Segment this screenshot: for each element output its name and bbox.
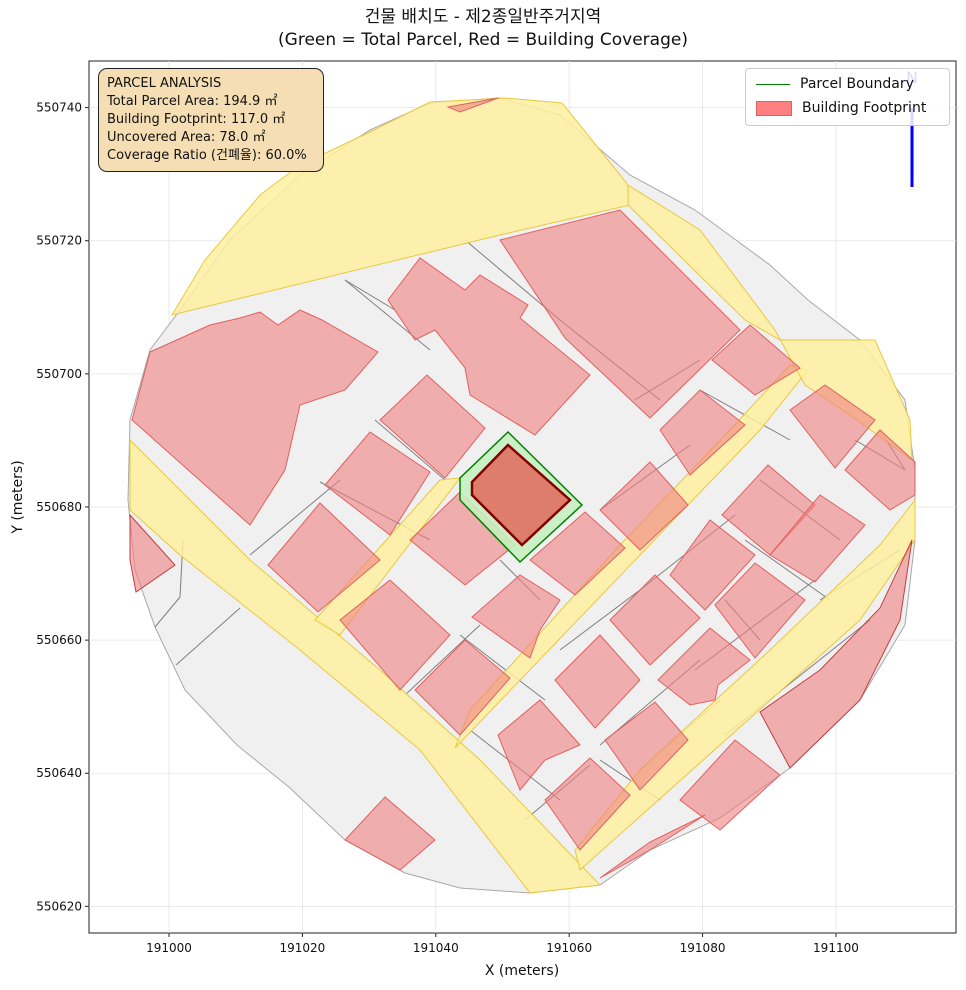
- x-tick-label: 191080: [680, 941, 726, 955]
- y-tick-label: 550680: [36, 500, 82, 514]
- building: [659, 389, 746, 476]
- legend: Parcel Boundary Building Footprint: [745, 68, 950, 126]
- legend-patch-icon: [756, 100, 792, 116]
- legend-item-building: Building Footprint: [756, 100, 926, 116]
- building: [657, 627, 751, 706]
- legend-label-parcel: Parcel Boundary: [800, 76, 914, 92]
- info-footprint: Building Footprint: 117.0 ㎡: [107, 112, 286, 127]
- building: [129, 513, 176, 593]
- x-tick-label: 191060: [546, 941, 592, 955]
- roads: [129, 97, 916, 894]
- building: [844, 429, 916, 511]
- building: [529, 511, 626, 596]
- target-building-footprint: [470, 443, 572, 547]
- y-tick-label: 550740: [36, 101, 82, 115]
- building: [714, 562, 806, 659]
- x-tick-label: 191000: [146, 941, 192, 955]
- building: [609, 574, 701, 666]
- info-total-area: Total Parcel Area: 194.9 ㎡: [107, 94, 278, 109]
- building: [599, 814, 706, 879]
- building: [769, 494, 866, 583]
- legend-label-building: Building Footprint: [802, 100, 927, 116]
- building: [711, 324, 801, 396]
- building: [131, 309, 379, 526]
- info-ratio: Coverage Ratio (건폐율): 60.0%: [107, 148, 307, 163]
- building: [599, 461, 689, 551]
- info-uncovered: Uncovered Area: 78.0 ㎡: [107, 130, 266, 145]
- title-line-1: 건물 배치도 - 제2종일반주거지역: [364, 7, 602, 27]
- building: [669, 519, 756, 611]
- axis-ticks: 191000 191020 191040 191060 191080 191100 5506…: [36, 101, 859, 955]
- building: [544, 757, 631, 851]
- map-layer: [127, 97, 916, 894]
- legend-line-icon: [756, 83, 790, 85]
- building: [414, 639, 511, 736]
- building: [379, 374, 486, 479]
- parcel-analysis-box: PARCEL ANALYSIS Total Parcel Area: 194.9…: [98, 68, 324, 172]
- legend-item-parcel: Parcel Boundary: [756, 76, 914, 92]
- title-line-2: (Green = Total Parcel, Red = Building Co…: [278, 30, 688, 50]
- road-northeast: [627, 184, 913, 462]
- building: [446, 97, 499, 113]
- building: [339, 579, 451, 691]
- y-tick-label: 550720: [36, 234, 82, 248]
- x-axis-label: X (meters): [485, 963, 559, 979]
- building: [497, 699, 581, 791]
- y-tick-label: 550660: [36, 633, 82, 647]
- building: [324, 431, 431, 536]
- y-tick-label: 550700: [36, 367, 82, 381]
- building: [679, 739, 781, 831]
- info-heading: PARCEL ANALYSIS: [107, 76, 222, 91]
- building: [387, 257, 591, 436]
- building: [344, 796, 436, 871]
- building: [499, 209, 741, 419]
- building: [789, 384, 876, 469]
- building: [267, 502, 381, 613]
- x-tick-label: 191040: [413, 941, 459, 955]
- y-tick-label: 550640: [36, 766, 82, 780]
- building: [471, 574, 561, 659]
- x-tick-label: 191100: [813, 941, 859, 955]
- building: [554, 634, 641, 729]
- building: [604, 701, 689, 791]
- page-title: 건물 배치도 - 제2종일반주거지역 (Green = Total Parcel…: [0, 6, 966, 52]
- buildings: [129, 97, 916, 879]
- y-tick-label: 550620: [36, 899, 82, 913]
- building: [759, 539, 913, 769]
- y-axis-label: Y (meters): [10, 460, 26, 534]
- x-tick-label: 191020: [280, 941, 326, 955]
